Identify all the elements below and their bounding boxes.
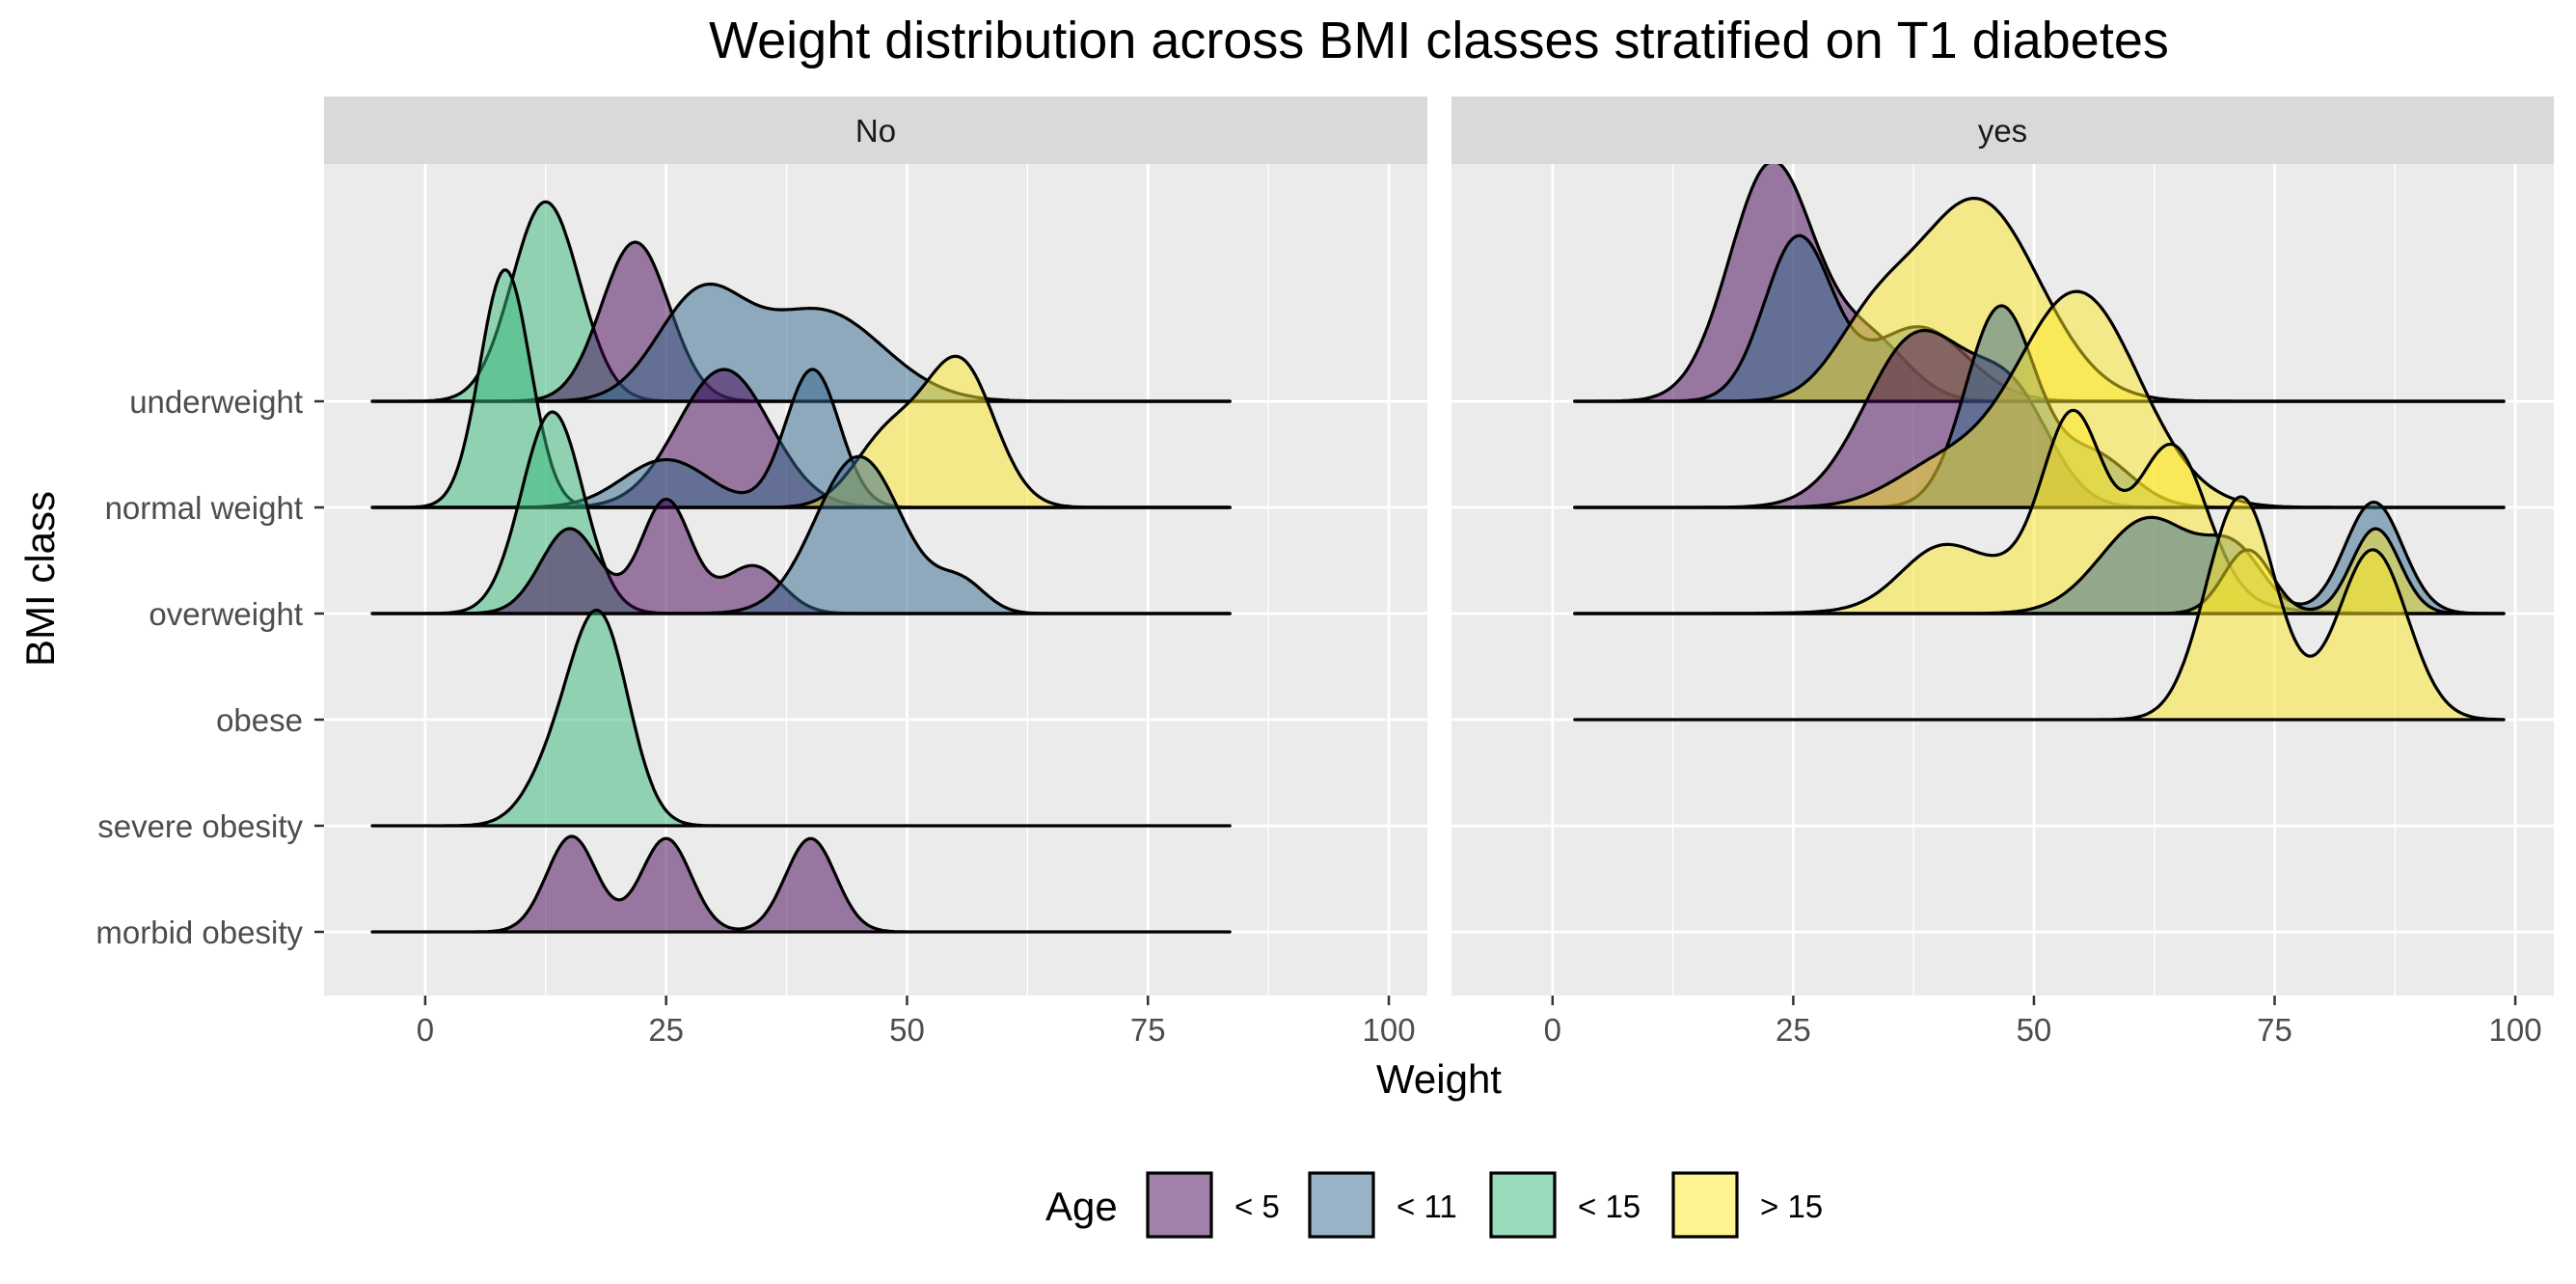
chart-title: Weight distribution across BMI classes s… — [709, 12, 2169, 69]
legend-label: < 5 — [1234, 1188, 1280, 1224]
legend-label: < 11 — [1396, 1188, 1457, 1224]
facet-strip-label: No — [855, 113, 896, 149]
legend-key — [1308, 1171, 1375, 1239]
y-tick-label-severe-obesity: severe obesity — [97, 808, 303, 844]
legend-label: < 15 — [1578, 1188, 1641, 1224]
density-ridge-obese-15 — [1573, 495, 2506, 722]
ridge-row-morbid-obesity — [370, 834, 1232, 934]
y-tick-label-morbid-obesity: morbid obesity — [95, 915, 303, 950]
facet-strip — [1451, 96, 2554, 164]
x-tick-label: 100 — [2489, 1012, 2542, 1048]
legend-item-5: < 5 — [1146, 1171, 1280, 1239]
panels-group: No 0 25 50 75 100 yes 0 25 50 75 100 — [324, 96, 2554, 1048]
y-axis: underweight normal weight overweight obese s… — [95, 384, 324, 950]
ridge-row-overweight — [370, 410, 1232, 615]
panel-yes: yes 0 25 50 75 100 — [1451, 96, 2554, 1048]
legend-item-15: > 15 — [1671, 1171, 1823, 1239]
legend-label: > 15 — [1760, 1188, 1823, 1224]
density-ridge-morbid-obesity-5 — [370, 834, 1232, 934]
x-tick-label: 0 — [1544, 1012, 1561, 1048]
y-tick-label-obese: obese — [216, 702, 303, 738]
x-tick-label: 50 — [2017, 1012, 2052, 1048]
y-tick-label-overweight: overweight — [149, 596, 303, 632]
legend-key — [1489, 1171, 1557, 1239]
density-ridge-normal-weight-15 — [1573, 289, 2506, 509]
legend-item-15: < 15 — [1489, 1171, 1641, 1239]
legend-key — [1671, 1171, 1739, 1239]
ridge-row-severe-obesity — [370, 608, 1232, 828]
y-tick-label-underweight: underweight — [129, 384, 303, 420]
x-axis-title: Weight — [1376, 1056, 1502, 1102]
ridge-row-obese — [1573, 495, 2506, 722]
legend-item-11: < 11 — [1308, 1171, 1457, 1239]
x-tick-label: 25 — [1776, 1012, 1811, 1048]
facet-strip-label: yes — [1978, 113, 2027, 149]
density-ridge-normal-weight-15 — [370, 354, 1232, 509]
panel-no: No 0 25 50 75 100 — [324, 96, 1427, 1048]
ridge-row-normal-weight — [1573, 289, 2506, 509]
density-ridge-severe-obesity-15 — [370, 608, 1232, 828]
legend: Age < 5 < 11 < 15 > 15 — [1045, 1171, 1823, 1239]
y-tick-label-normal-weight: normal weight — [105, 490, 303, 526]
facet-strip — [324, 96, 1427, 164]
x-tick-label: 50 — [889, 1012, 925, 1048]
y-axis-title: BMI class — [17, 491, 63, 667]
x-tick-label: 0 — [417, 1012, 434, 1048]
x-tick-label: 100 — [1363, 1012, 1416, 1048]
legend-key — [1146, 1171, 1213, 1239]
legend-title: Age — [1045, 1184, 1118, 1229]
x-tick-label: 75 — [1130, 1012, 1166, 1048]
density-ridge-overweight-11 — [370, 454, 1232, 615]
x-tick-label: 75 — [2257, 1012, 2292, 1048]
ridge-row-normal-weight — [370, 268, 1232, 509]
density-ridge-underweight-15 — [1573, 197, 2506, 403]
x-tick-label: 25 — [648, 1012, 684, 1048]
